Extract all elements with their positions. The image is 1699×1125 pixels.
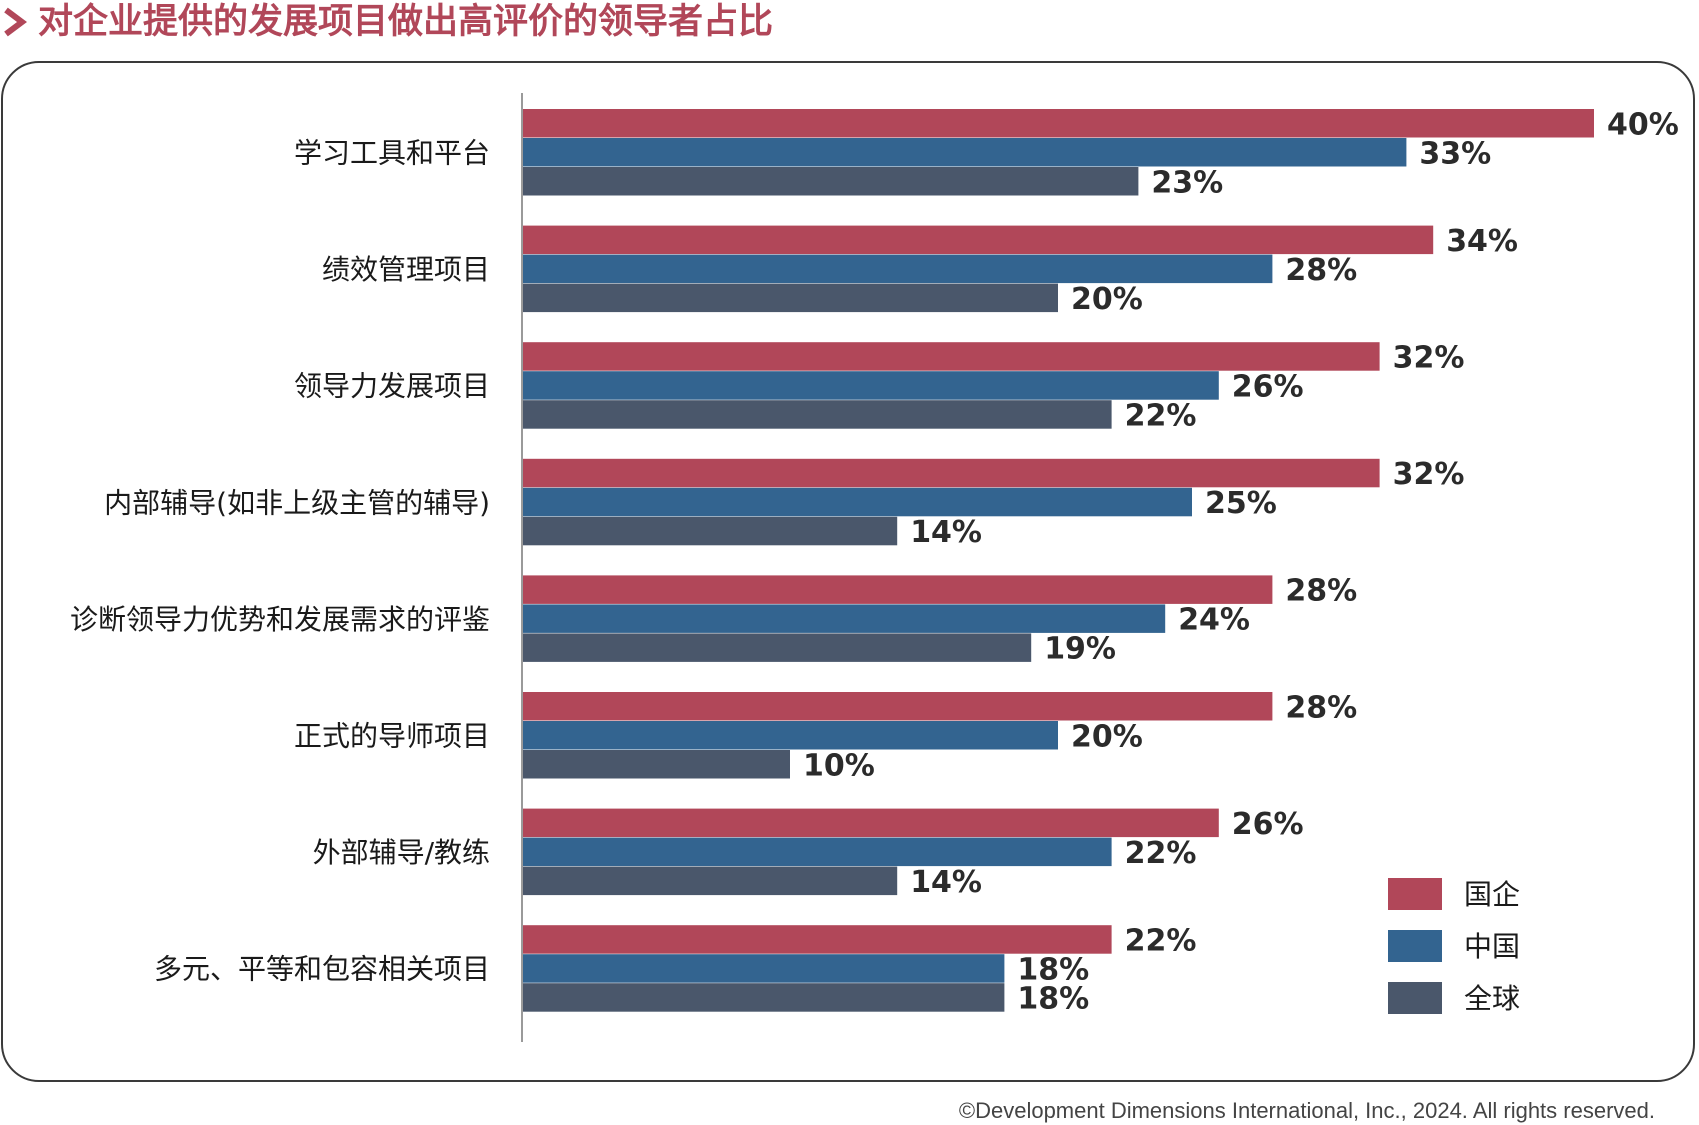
data-label: 33% xyxy=(1419,136,1491,171)
legend-label: 中国 xyxy=(1464,930,1520,963)
bar xyxy=(522,342,1380,371)
chart-header: 对企业提供的发展项目做出高评价的领导者占比 xyxy=(0,0,773,44)
bar xyxy=(522,109,1594,138)
data-label: 14% xyxy=(910,515,982,550)
data-label: 14% xyxy=(910,865,982,900)
bar xyxy=(522,604,1166,633)
legend-label: 国企 xyxy=(1464,878,1520,911)
data-label: 10% xyxy=(803,748,875,783)
data-label: 28% xyxy=(1285,574,1357,609)
bar xyxy=(522,225,1434,255)
category-label: 正式的导师项目 xyxy=(294,720,490,753)
chart-frame xyxy=(1,61,1695,1082)
bar xyxy=(522,487,1192,517)
data-label: 40% xyxy=(1607,107,1679,142)
data-label: 34% xyxy=(1446,224,1518,259)
legend-swatch xyxy=(1388,878,1442,910)
category-label: 领导力发展项目 xyxy=(294,370,490,403)
bar xyxy=(522,283,1058,313)
bar xyxy=(522,371,1219,400)
bar-chart: 学习工具和平台 40% 33% 23% 绩效管理项目 34% 28% 20% 领导力发展项目 32… xyxy=(70,93,1679,1042)
category-label: 学习工具和平台 xyxy=(294,137,490,170)
data-label: 18% xyxy=(1017,952,1089,987)
data-label: 25% xyxy=(1205,486,1277,521)
labels-layer: 学习工具和平台 40% 33% 23% 绩效管理项目 34% 28% 20% 领导力发展项目 32… xyxy=(70,107,1679,1016)
bar xyxy=(522,954,1005,983)
bar xyxy=(522,837,1112,867)
data-label: 28% xyxy=(1285,253,1357,288)
bar xyxy=(522,808,1219,838)
bar xyxy=(522,575,1273,604)
category-label: 内部辅导(如非上级主管的辅导) xyxy=(104,486,490,519)
bar xyxy=(522,400,1112,429)
category-label: 绩效管理项目 xyxy=(322,253,490,286)
bar xyxy=(522,692,1273,721)
data-label: 18% xyxy=(1017,981,1089,1016)
legend-swatch xyxy=(1388,982,1442,1014)
data-label: 19% xyxy=(1044,632,1116,667)
data-label: 20% xyxy=(1071,719,1143,754)
data-label: 32% xyxy=(1393,340,1465,375)
bar xyxy=(522,925,1112,954)
chart-title: 对企业提供的发展项目做出高评价的领导者占比 xyxy=(38,2,774,42)
legend-label: 全球 xyxy=(1464,982,1520,1015)
data-label: 26% xyxy=(1232,807,1304,842)
bar xyxy=(522,167,1139,196)
category-label: 诊断领导力优势和发展需求的评鉴 xyxy=(70,603,490,636)
bar xyxy=(522,254,1273,284)
data-label: 28% xyxy=(1285,690,1357,725)
bar xyxy=(522,458,1380,488)
bars-layer xyxy=(522,109,1594,1012)
data-label: 23% xyxy=(1151,165,1223,200)
bar xyxy=(522,721,1058,750)
bar xyxy=(522,138,1407,167)
bar xyxy=(522,750,790,779)
data-label: 22% xyxy=(1125,923,1197,958)
data-label: 24% xyxy=(1178,603,1250,638)
category-label: 多元、平等和包容相关项目 xyxy=(154,953,490,986)
data-label: 32% xyxy=(1393,457,1465,492)
data-label: 20% xyxy=(1071,282,1143,317)
bar xyxy=(522,516,898,546)
data-label: 22% xyxy=(1125,836,1197,871)
bar xyxy=(522,983,1005,1012)
bar xyxy=(522,633,1032,662)
data-label: 22% xyxy=(1125,398,1197,433)
bar xyxy=(522,866,898,896)
category-label: 外部辅导/教练 xyxy=(313,836,490,869)
copyright-notice: ©Development Dimensions International, I… xyxy=(958,1098,1655,1123)
data-label: 26% xyxy=(1232,369,1304,404)
chevron-right-icon xyxy=(4,7,27,37)
legend-swatch xyxy=(1388,930,1442,962)
